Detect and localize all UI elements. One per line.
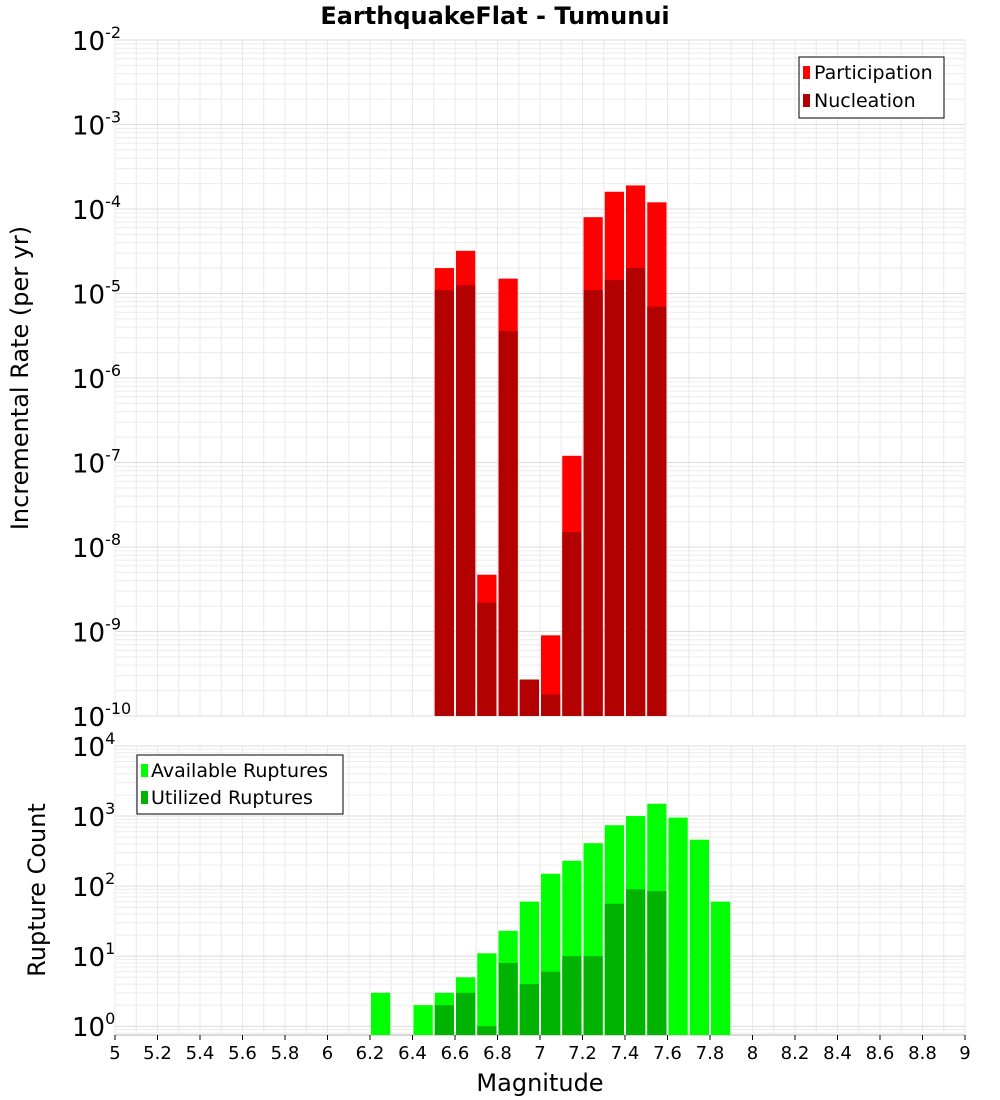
x-tick-label: 7.4 [611, 1043, 640, 1064]
y-tick-label: 10-2 [72, 23, 121, 57]
rate-plot: 10-10 10-9 10-8 10-7 10-6 10-5 10-4 10-3 10-2 In… [6, 23, 966, 733]
x-tick-label: 5.4 [186, 1043, 215, 1064]
bar-nucleation [626, 268, 646, 716]
bar-utilized-ruptures [604, 903, 624, 1035]
bar-nucleation [647, 306, 667, 716]
x-tick-label: 8.4 [823, 1043, 852, 1064]
legend-swatch-utilized [141, 791, 148, 804]
rate-plot-y-ticks: 10-10 10-9 10-8 10-7 10-6 10-5 10-4 10-3 10-2 [72, 23, 131, 733]
y-tick-label: 10-3 [72, 108, 121, 142]
bar-available-ruptures [371, 992, 391, 1035]
x-tick-label: 5.8 [271, 1043, 300, 1064]
x-tick-label: 6.4 [398, 1043, 427, 1064]
bar-nucleation [583, 290, 603, 716]
chart-title: EarthquakeFlat - Tumunui [320, 2, 669, 30]
y-tick-label: 10-4 [72, 192, 121, 226]
y-tick-label: 10-5 [72, 277, 121, 311]
rate-plot-legend: Participation Nucleation [798, 56, 945, 119]
bar-utilized-ruptures [434, 1005, 454, 1035]
x-tick-label: 6.6 [441, 1043, 470, 1064]
x-tick-label: 8.8 [908, 1043, 937, 1064]
y-tick-label: 10-8 [72, 530, 121, 564]
y-tick-label: 10-10 [72, 699, 131, 733]
x-tick-label: 8 [747, 1043, 758, 1064]
bar-available-ruptures [689, 839, 709, 1035]
y-tick-label: 10-9 [72, 615, 121, 649]
bar-nucleation [562, 532, 582, 716]
bar-available-ruptures [413, 1005, 433, 1035]
x-tick-label: 5.2 [143, 1043, 172, 1064]
legend-label-nucleation: Nucleation [814, 90, 916, 112]
bar-utilized-ruptures [647, 891, 667, 1035]
bar-utilized-ruptures [519, 984, 539, 1035]
y-tick-label: 100 [72, 1009, 115, 1043]
rate-plot-y-axis-label: Incremental Rate (per yr) [6, 226, 34, 530]
legend-label-utilized: Utilized Ruptures [151, 787, 313, 809]
y-tick-label: 10-6 [72, 361, 121, 395]
y-tick-label: 10-7 [72, 446, 121, 480]
x-tick-label: 6 [322, 1043, 333, 1064]
x-tick-label: 7.6 [653, 1043, 682, 1064]
legend-swatch-available [141, 764, 148, 777]
bar-utilized-ruptures [626, 889, 646, 1035]
legend-label-participation: Participation [814, 62, 933, 84]
x-axis-label: Magnitude [476, 1069, 603, 1097]
bar-nucleation [498, 330, 518, 716]
bar-nucleation [434, 290, 454, 716]
bar-nucleation [604, 279, 624, 716]
x-tick-label: 8.2 [781, 1043, 810, 1064]
bar-utilized-ruptures [541, 971, 561, 1035]
bar-available-ruptures [711, 901, 731, 1035]
bar-nucleation [519, 679, 539, 716]
legend-swatch-nucleation [803, 94, 810, 107]
x-tick-label: 5 [109, 1043, 120, 1064]
x-tick-label: 8.6 [866, 1043, 895, 1064]
bar-utilized-ruptures [477, 1026, 497, 1035]
legend-box [136, 754, 344, 815]
rupture-count-plot-y-ticks: 100 101 102 103 104 [72, 729, 115, 1043]
rupture-count-plot-x-ticks: 5 5.2 5.4 5.6 5.8 6 6.2 6.4 6.6 6.8 7 7.2 7.4 7.6 7.8 8… [109, 1035, 971, 1064]
bar-utilized-ruptures [562, 956, 582, 1035]
legend-label-available: Available Ruptures [151, 760, 328, 782]
x-tick-label: 7.8 [696, 1043, 725, 1064]
x-tick-label: 7 [534, 1043, 545, 1064]
bar-available-ruptures [668, 817, 688, 1035]
bar-nucleation [541, 694, 561, 716]
rupture-count-plot: 100 101 102 103 104 5 5.2 5.4 5.6 5.8 6 6.2 6.4 6.6 6… [23, 729, 971, 1097]
rupture-count-plot-legend: Available Ruptures Utilized Ruptures [136, 754, 344, 815]
rupture-count-plot-bars [371, 803, 731, 1035]
rate-plot-bars [434, 185, 667, 717]
x-tick-label: 6.2 [356, 1043, 385, 1064]
rupture-count-plot-y-axis-label: Rupture Count [23, 803, 51, 977]
bar-utilized-ruptures [498, 962, 518, 1035]
x-tick-label: 7.2 [568, 1043, 597, 1064]
y-tick-label: 101 [72, 939, 115, 973]
x-tick-label: 6.8 [483, 1043, 512, 1064]
y-tick-label: 104 [72, 729, 115, 763]
rate-plot-grid [114, 39, 966, 717]
bar-utilized-ruptures [583, 956, 603, 1035]
bar-utilized-ruptures [456, 992, 476, 1035]
bar-nucleation [477, 602, 497, 716]
y-tick-label: 102 [72, 869, 115, 903]
bar-available-ruptures [477, 953, 497, 1035]
legend-box [798, 56, 945, 119]
legend-swatch-participation [803, 66, 810, 79]
y-tick-label: 103 [72, 799, 115, 833]
x-tick-label: 5.6 [228, 1043, 257, 1064]
x-tick-label: 9 [959, 1043, 970, 1064]
bar-nucleation [456, 285, 476, 716]
